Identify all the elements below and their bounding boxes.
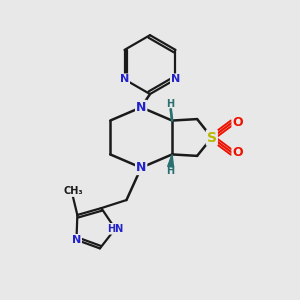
Text: N: N [171, 74, 180, 84]
Text: O: O [232, 146, 243, 159]
Text: CH₃: CH₃ [63, 186, 83, 197]
Text: H: H [167, 99, 175, 110]
Text: N: N [136, 161, 146, 174]
Polygon shape [168, 154, 173, 167]
Text: O: O [232, 116, 243, 129]
Text: N: N [120, 74, 129, 84]
Text: N: N [72, 235, 81, 245]
Text: H: H [167, 166, 175, 176]
Text: S: S [207, 130, 217, 145]
Text: HN: HN [107, 224, 123, 234]
Text: N: N [136, 101, 146, 114]
